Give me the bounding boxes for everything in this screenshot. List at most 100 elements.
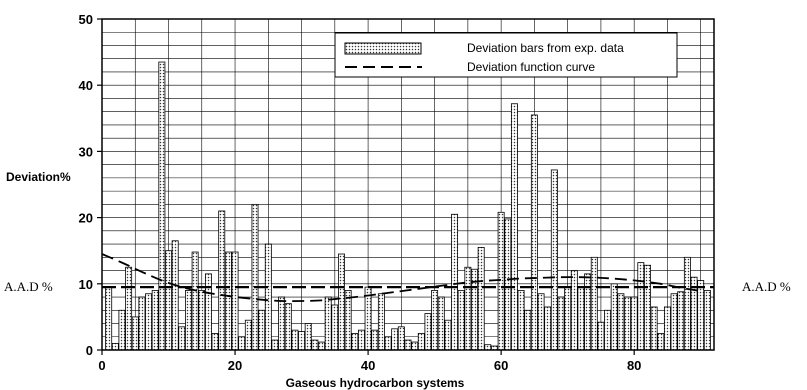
plot-frame [101,18,715,351]
deviation-bar [637,262,645,351]
deviation-bar [564,286,572,351]
deviation-bar [437,296,445,351]
legend: Deviation bars from exp. data Deviation … [334,32,678,78]
deviation-bar [550,169,558,351]
deviation-bar [145,293,153,351]
deviation-bar [624,296,631,351]
deviation-bar [151,290,159,351]
deviation-bar [351,333,359,351]
deviation-bar [457,290,465,351]
deviation-bar [118,309,126,351]
deviation-bar [251,203,259,351]
deviation-bar [304,323,312,351]
deviation-bar [344,290,352,351]
deviation-bar [517,290,525,351]
deviation-bar [198,290,206,351]
deviation-bar [238,336,246,351]
deviation-bar [451,213,459,351]
deviation-bar [264,243,272,351]
deviation-bar [338,253,345,351]
deviation-bar [131,316,139,351]
deviation-bar [244,319,252,351]
deviation-bar [224,251,232,351]
deviation-bar [324,296,332,351]
deviation-bar [291,329,299,351]
deviation-bar [311,339,319,351]
deviation-bar [617,293,625,351]
y-tick-label: 50 [79,12,93,27]
deviation-bar [663,306,671,351]
x-axis-label: Gaseous hydrocarbon systems [286,376,465,390]
y-axis-label: Deviation% [6,170,71,184]
deviation-bar [204,273,212,351]
deviation-bar [644,264,651,351]
deviation-bar [610,283,618,351]
deviation-bars [105,61,711,351]
deviation-bar [231,251,239,351]
deviation-bar [191,251,199,351]
y-tick-label: 20 [79,211,93,226]
deviation-bar [218,210,226,351]
deviation-bar [377,293,385,351]
y-tick-label: 10 [79,277,93,292]
legend-label-bars: Deviation bars from exp. data [467,41,624,55]
deviation-bar [357,329,365,351]
deviation-bar [530,114,538,351]
deviation-bar [657,333,665,351]
deviation-bar [577,286,585,351]
deviation-bar [464,266,472,351]
aad-label-right: A.A.D % [742,279,791,294]
deviation-bar [384,336,392,351]
deviation-bar [703,290,711,351]
deviation-bar [570,270,578,351]
aad-label-left: A.A.D % [4,279,53,294]
deviation-bar [411,341,419,351]
deviation-bar [670,293,678,351]
deviation-bar [125,266,133,351]
deviation-bar [424,313,432,351]
deviation-curve-group [101,253,701,303]
deviation-bar [650,306,658,351]
legend-label-curve: Deviation function curve [467,60,595,74]
deviation-bar [444,319,452,351]
deviation-bar [683,256,691,351]
y-tick-label: 40 [79,78,93,93]
deviation-bar [524,309,532,351]
x-tick-label: 20 [228,358,242,373]
deviation-bar [331,304,339,351]
deviation-bar [544,306,552,351]
deviation-bar [105,286,113,351]
x-tick-label: 0 [98,358,105,373]
deviation-bar [258,309,266,351]
deviation-bar [604,309,612,351]
deviation-bar [391,328,399,351]
x-tick-label: 40 [361,358,375,373]
deviation-bar [484,344,492,351]
deviation-bar [590,256,598,351]
deviation-bar [431,290,439,351]
deviation-bar [178,326,186,351]
y-tick-label: 0 [86,343,93,358]
deviation-bar [158,61,166,351]
x-tick-label: 80 [627,358,641,373]
deviation-bar [397,326,405,351]
y-tick-label: 30 [79,144,93,159]
deviation-bar [417,333,425,351]
deviation-bar [477,246,485,351]
deviation-bar [298,331,306,351]
deviation-bar [318,341,325,351]
deviation-bar [404,339,412,351]
deviation-bar [597,321,605,351]
deviation-bar [211,333,219,351]
deviation-bar [371,329,379,351]
axis-ticks: 0 10 20 30 40 50 0 20 40 60 80 [79,12,642,373]
deviation-bar [557,296,565,351]
deviation-bar [630,296,638,351]
deviation-bar [111,342,119,351]
deviation-bar [510,103,518,351]
legend-bar-swatch [344,42,422,55]
deviation-bar [185,290,192,351]
deviation-bar [697,280,705,351]
x-tick-label: 60 [494,358,508,373]
